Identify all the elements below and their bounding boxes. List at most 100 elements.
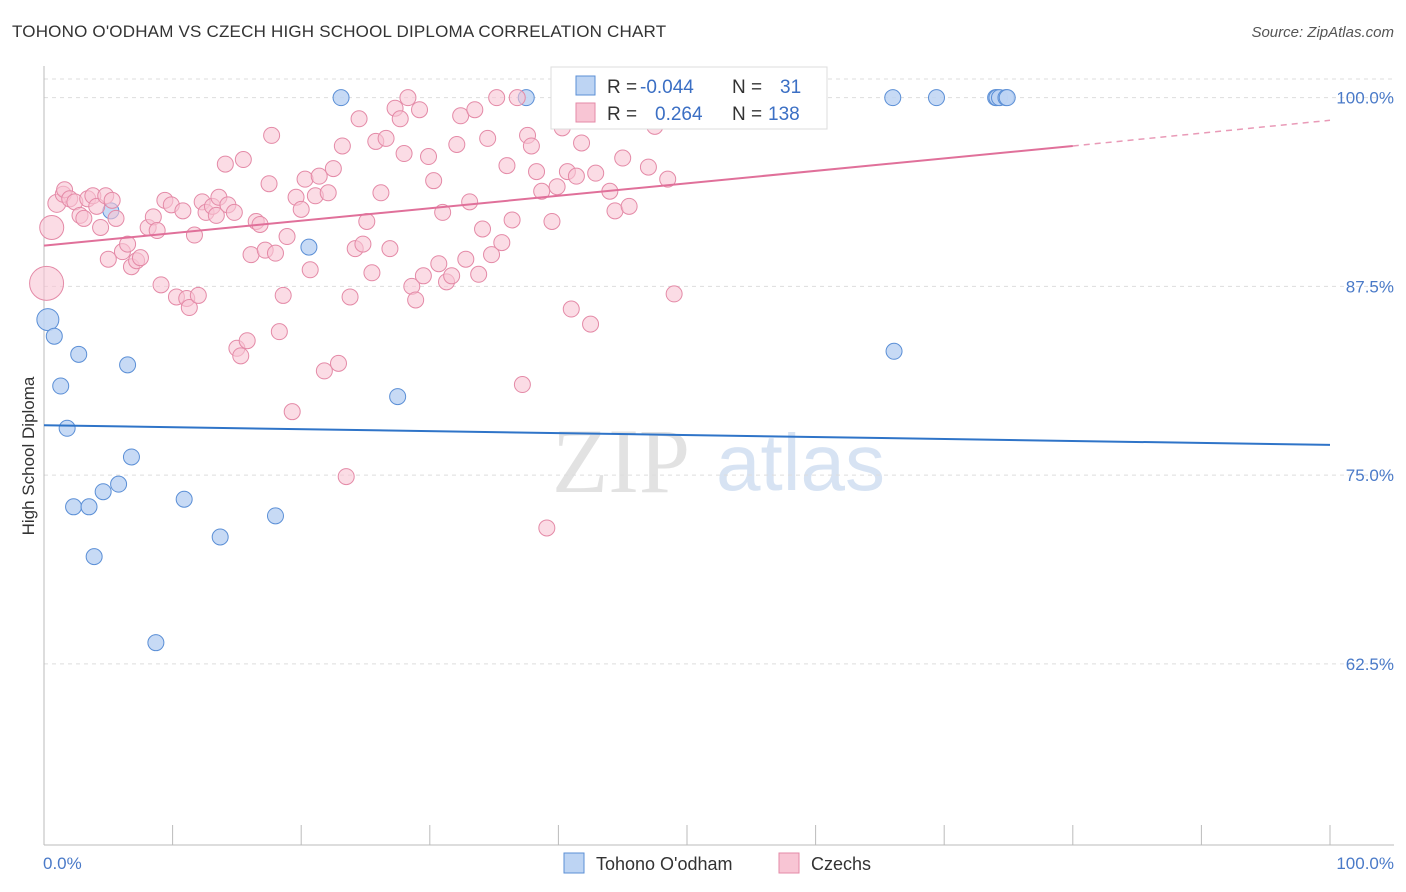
pink-data-point: [452, 107, 470, 125]
scatter-points: [29, 89, 1016, 652]
correlation-legend: R = -0.044 N = 31 R = 0.264 N = 138: [550, 66, 828, 130]
pink-data-point: [533, 182, 551, 200]
pink-data-point: [333, 137, 351, 155]
pink-data-point: [407, 291, 425, 309]
blue-data-point: [36, 308, 60, 332]
pink-data-point: [548, 178, 566, 196]
pink-data-point: [119, 235, 137, 253]
pink-trend-extension: [1072, 119, 1331, 147]
pink-data-point: [185, 226, 203, 244]
pink-data-point: [483, 246, 501, 264]
legend-swatch-blue: [575, 75, 596, 96]
pink-data-point: [639, 158, 657, 176]
blue-data-point: [998, 89, 1016, 107]
pink-data-point: [99, 250, 117, 268]
source-credit: Source: ZipAtlas.com: [1251, 24, 1394, 41]
pink-data-point: [470, 265, 488, 283]
pink-trend-line: [43, 144, 1073, 247]
blue-data-point: [80, 498, 98, 516]
legend-box: [550, 66, 828, 130]
pink-data-point: [567, 167, 585, 185]
blue-data-point: [266, 507, 284, 525]
y-tick-label: 62.5%: [1346, 655, 1394, 674]
blue-data-point: [70, 345, 88, 363]
y-tick-label: 75.0%: [1346, 466, 1394, 485]
pink-data-point: [620, 197, 638, 215]
legend-r-label-2: R =: [607, 104, 637, 125]
pink-data-point: [324, 160, 342, 178]
pink-data-point: [296, 170, 314, 188]
y-axis-title: High School Diploma: [19, 376, 38, 535]
blue-data-point: [885, 342, 903, 360]
legend-r-label-1: R =: [607, 77, 637, 98]
pink-data-point: [354, 235, 372, 253]
pink-data-point: [75, 209, 93, 227]
pink-data-point: [659, 170, 677, 188]
y-tick-label: 100.0%: [1336, 89, 1394, 108]
blue-data-point: [147, 634, 165, 652]
pink-data-point: [614, 149, 632, 167]
pink-data-point: [522, 137, 540, 155]
series-legend: Tohono O'odham Czechs: [563, 852, 871, 874]
pink-data-point: [434, 203, 452, 221]
legend-n-label-2: N =: [732, 104, 762, 125]
pink-data-point: [420, 148, 438, 166]
pink-data-point: [103, 191, 121, 209]
pink-data-point: [337, 468, 355, 486]
blue-data-point: [94, 483, 112, 501]
pink-data-point: [466, 101, 484, 119]
watermark-atlas: atlas: [716, 418, 885, 507]
pink-data-point: [498, 157, 516, 175]
pink-data-point: [274, 286, 292, 304]
blue-data-point: [211, 528, 229, 546]
legend-n-value-2: 138: [768, 104, 800, 125]
pink-data-point: [350, 110, 368, 128]
y-tick-label: 87.5%: [1346, 277, 1394, 296]
pink-data-point: [329, 354, 347, 372]
pink-data-point: [232, 347, 250, 365]
bottom-legend-swatch-pink: [778, 852, 800, 874]
pink-data-point: [411, 101, 429, 119]
pink-data-point: [131, 249, 149, 267]
pink-data-point: [543, 212, 561, 230]
bottom-legend-label-blue: Tohono O'odham: [596, 854, 733, 874]
pink-data-point: [372, 184, 390, 202]
pink-data-point: [107, 209, 125, 227]
blue-data-point: [389, 388, 407, 406]
legend-swatch-pink: [575, 102, 596, 123]
pink-data-point: [562, 300, 580, 318]
pink-data-point: [283, 403, 301, 421]
pink-data-point: [315, 362, 333, 380]
pink-data-point: [363, 264, 381, 282]
pink-data-point: [479, 129, 497, 147]
blue-data-point: [110, 475, 128, 493]
pink-data-point: [189, 286, 207, 304]
chart-title: TOHONO O'ODHAM VS CZECH HIGH SCHOOL DIPL…: [12, 22, 667, 41]
pink-data-point: [270, 323, 288, 341]
blue-data-point: [300, 238, 318, 256]
pink-data-point: [174, 202, 192, 220]
pink-data-point: [29, 265, 65, 301]
pink-data-point: [381, 240, 399, 258]
pink-data-point: [414, 267, 432, 285]
pink-data-point: [461, 193, 479, 211]
pink-data-point: [263, 126, 281, 144]
pink-data-point: [377, 129, 395, 147]
blue-data-point: [52, 377, 70, 395]
pink-data-point: [425, 172, 443, 190]
pink-data-point: [225, 203, 243, 221]
pink-data-point: [301, 261, 319, 279]
pink-data-point: [242, 246, 260, 264]
legend-n-value-1: 31: [780, 77, 801, 98]
blue-data-point: [85, 548, 103, 566]
pink-data-point: [207, 206, 225, 224]
blue-data-point: [122, 448, 140, 466]
pink-data-point: [92, 218, 110, 236]
blue-data-point: [45, 327, 63, 345]
watermark-zip: ZIP: [552, 410, 690, 512]
blue-data-point: [884, 89, 902, 107]
pink-data-point: [278, 228, 296, 246]
blue-data-point: [58, 419, 76, 437]
pink-data-point: [39, 214, 65, 240]
pink-data-point: [503, 211, 521, 229]
